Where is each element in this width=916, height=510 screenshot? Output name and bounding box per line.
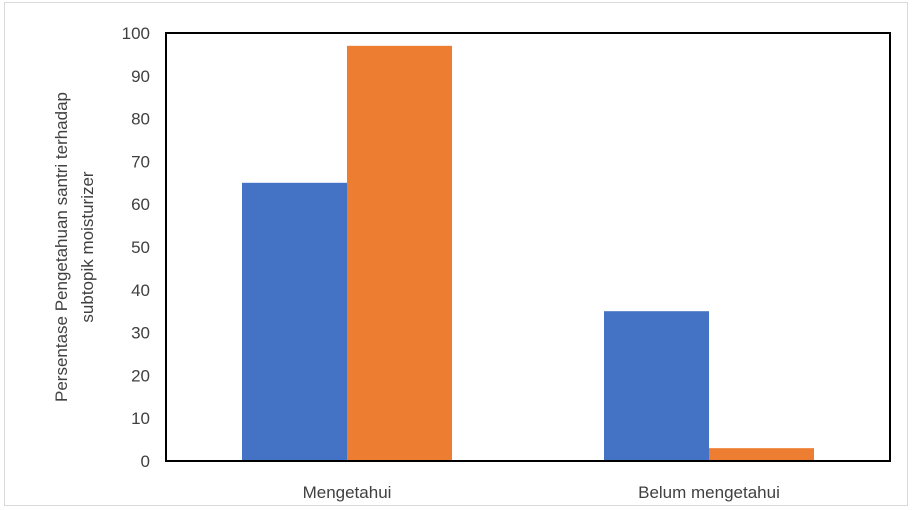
y-tick-label: 20 — [131, 366, 150, 385]
y-tick-label: 80 — [131, 110, 150, 129]
y-tick-label: 30 — [131, 324, 150, 343]
y-axis-label-line-2: subtopik moisturizer — [78, 171, 97, 323]
y-tick-label: 100 — [122, 24, 150, 43]
y-axis-ticks: 0 10 20 30 40 50 60 70 80 90 100 — [122, 24, 150, 471]
y-tick-label: 50 — [131, 238, 150, 257]
bars-group — [242, 45, 814, 462]
y-tick-label: 90 — [131, 67, 150, 86]
bar-series-2-mengetahui — [347, 45, 452, 462]
y-tick-label: 60 — [131, 195, 150, 214]
chart-frame — [4, 2, 908, 506]
y-tick-label: 10 — [131, 409, 150, 428]
y-axis-label-line-1: Persentase Pengetahuan santri terhadap — [52, 92, 71, 402]
bar-series-1-belum-mengetahui — [604, 311, 709, 461]
bar-series-2-belum-mengetahui — [709, 448, 814, 461]
y-tick-label: 0 — [141, 452, 150, 471]
bar-series-1-mengetahui — [242, 182, 347, 462]
y-tick-label: 40 — [131, 281, 150, 300]
plot-area-border — [165, 32, 891, 462]
y-tick-label: 70 — [131, 152, 150, 171]
x-axis-categories: Mengetahui Belum mengetahui — [303, 483, 780, 502]
x-category-label: Mengetahui — [303, 483, 392, 502]
x-category-label: Belum mengetahui — [638, 483, 780, 502]
